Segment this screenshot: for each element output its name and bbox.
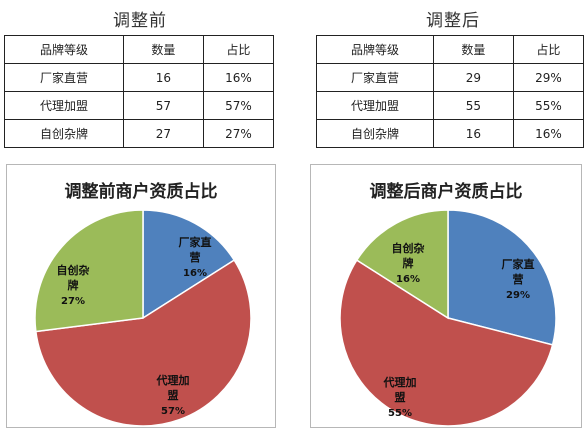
slice-category-label: 代理加 [383, 375, 417, 389]
table-row: 厂家直营 16 16% [4, 63, 275, 92]
slice-category-label: 营 [513, 272, 524, 286]
header-share: 占比 [512, 35, 585, 64]
pie-slice [355, 209, 449, 320]
slice-category-label: 盟 [168, 389, 179, 402]
header-brand: 品牌等级 [315, 35, 435, 64]
cell: 27% [202, 119, 275, 148]
slice-category-label: 营 [190, 250, 201, 264]
table-row: 自创杂牌 27 27% [4, 119, 275, 148]
before-pie-chart: 调整前商户资质占比 厂家直营 16% 代理加盟 57% 自创杂牌 27% [34, 181, 252, 427]
table-row: 自创杂牌 16 16% [315, 119, 585, 148]
pie-slice [34, 209, 144, 333]
table-header-row: 品牌等级 数量 占比 [315, 35, 585, 64]
slice-percent-label: 29% [506, 290, 530, 301]
cell: 29% [512, 63, 585, 92]
table-row: 厂家直营 29 29% [315, 63, 585, 92]
cell: 29 [433, 63, 514, 92]
pie-slice [447, 209, 557, 346]
slice-category-label: 代理加 [156, 373, 190, 387]
cell: 代理加盟 [315, 91, 435, 120]
pie-slice [339, 259, 554, 427]
cell: 厂家直营 [315, 63, 435, 92]
chart-title: 调整后商户资质占比 [370, 181, 523, 202]
pie-labels: 厂家直营 29% 代理加盟 55% 自创杂牌 16% [383, 241, 535, 419]
cell: 57% [202, 91, 275, 120]
slice-percent-label: 27% [61, 296, 85, 307]
cell: 自创杂牌 [4, 119, 124, 148]
cell: 55% [512, 91, 585, 120]
slice-category-label: 自创杂 [392, 241, 425, 255]
after-pie-chart: 调整后商户资质占比 厂家直营 29% 代理加盟 55% 自创杂牌 16% [339, 181, 557, 427]
slice-category-label: 牌 [403, 256, 414, 270]
slice-percent-label: 16% [396, 274, 420, 285]
before-pie-chart-box: 调整前商户资质占比 厂家直营 16% 代理加盟 57% 自创杂牌 27% [6, 164, 276, 428]
pie-slices [34, 209, 252, 427]
slice-category-label: 自创杂 [57, 263, 90, 277]
cell: 自创杂牌 [315, 119, 435, 148]
table-row: 代理加盟 57 57% [4, 91, 275, 120]
header-brand: 品牌等级 [4, 35, 124, 64]
pie-slice [142, 209, 236, 320]
table-header-row: 品牌等级 数量 占比 [4, 35, 275, 64]
cell: 16% [202, 63, 275, 92]
slice-percent-label: 57% [161, 406, 185, 417]
table-row: 代理加盟 55 55% [315, 91, 585, 120]
slice-category-label: 盟 [395, 391, 406, 404]
slice-percent-label: 16% [183, 268, 207, 279]
cell: 57 [123, 91, 204, 120]
cell: 代理加盟 [4, 91, 124, 120]
slice-category-label: 牌 [68, 278, 79, 292]
chart-title: 调整前商户资质占比 [65, 181, 218, 202]
cell: 55 [433, 91, 514, 120]
cell: 16 [433, 119, 514, 148]
slice-percent-label: 55% [388, 408, 412, 419]
header-share: 占比 [202, 35, 275, 64]
header-count: 数量 [123, 35, 204, 64]
cell: 厂家直营 [4, 63, 124, 92]
cell: 27 [123, 119, 204, 148]
after-pie-chart-box: 调整后商户资质占比 厂家直营 29% 代理加盟 55% 自创杂牌 16% [310, 164, 582, 428]
before-table: 品牌等级 数量 占比 厂家直营 16 16% 代理加盟 57 57% 自创杂牌 … [4, 35, 275, 148]
pie-slices [339, 209, 557, 427]
pie-labels: 厂家直营 16% 代理加盟 57% 自创杂牌 27% [57, 235, 212, 417]
cell: 16 [123, 63, 204, 92]
after-table: 品牌等级 数量 占比 厂家直营 29 29% 代理加盟 55 55% 自创杂牌 … [315, 35, 585, 148]
slice-category-label: 厂家直 [502, 257, 535, 271]
header-count: 数量 [433, 35, 514, 64]
slice-category-label: 厂家直 [179, 235, 212, 249]
right-panel-title: 调整后 [426, 11, 480, 31]
left-panel-title: 调整前 [113, 11, 167, 31]
cell: 16% [512, 119, 585, 148]
pie-slice [35, 259, 252, 427]
